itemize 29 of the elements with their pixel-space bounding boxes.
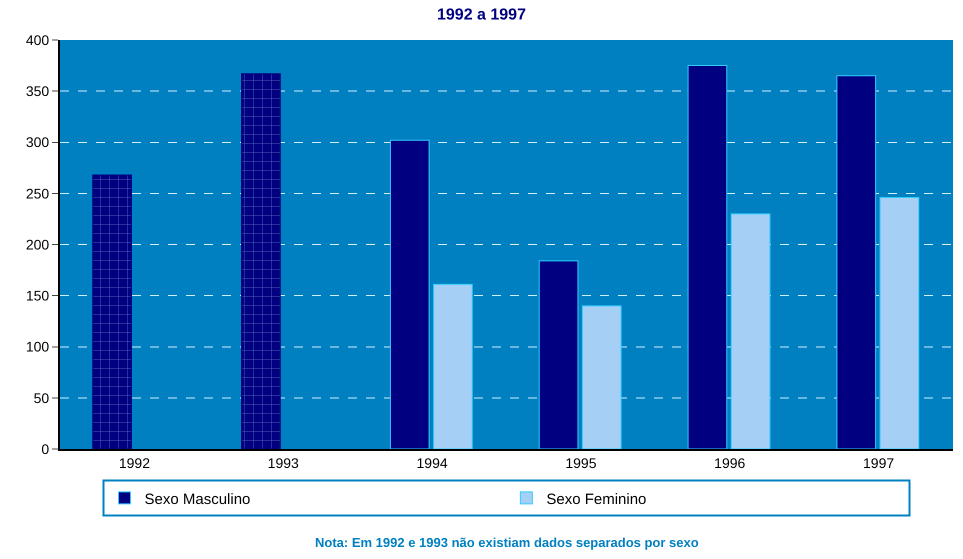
x-tick-label: 1997 [863, 454, 894, 471]
x-tick-label: 1993 [268, 454, 300, 471]
x-tick-label: 1992 [118, 454, 150, 471]
y-tick-label: 150 [26, 288, 50, 304]
legend-label: Sexo Masculino [144, 490, 250, 508]
x-tick-label: 1995 [565, 454, 597, 471]
y-tick-label: 350 [26, 83, 50, 100]
bar [836, 75, 876, 449]
y-tick-label: 400 [26, 32, 50, 48]
bar [433, 284, 473, 449]
y-tick-label: 200 [26, 236, 50, 252]
y-tick-label: 100 [26, 338, 50, 355]
bar [688, 65, 728, 449]
x-tick-label: 1994 [416, 454, 448, 471]
x-tick-label: 1996 [714, 454, 746, 471]
y-tick-label: 300 [26, 134, 50, 150]
bar [538, 260, 578, 449]
y-tick-label: 50 [34, 390, 50, 406]
bar [880, 196, 920, 449]
legend-label: Sexo Feminino [546, 490, 646, 508]
y-tick-label: 250 [26, 185, 50, 202]
bar [241, 73, 281, 449]
bar [92, 174, 132, 449]
bar [730, 213, 770, 449]
text: Nota: Em 1992 e 1993 não existiam dados separados por sexo [315, 535, 699, 550]
chart-title: 1992 a 1997 [437, 6, 526, 24]
bar [582, 305, 622, 449]
y-tick-label: 0 [41, 440, 50, 457]
bar [390, 140, 430, 449]
